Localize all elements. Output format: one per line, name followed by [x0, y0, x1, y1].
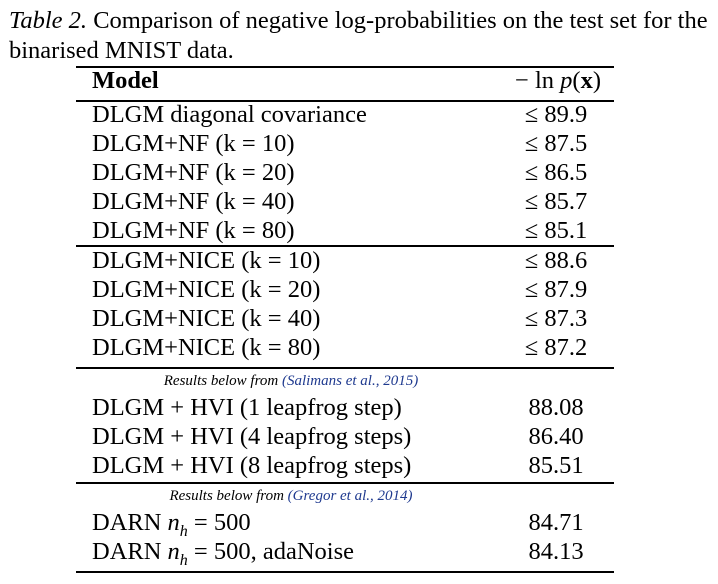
- row-model: DLGM+NF (k = 40): [92, 188, 295, 215]
- row-model: DLGM+NF (k = 80): [92, 217, 295, 244]
- math-subscript: h: [179, 551, 188, 569]
- row-model: DLGM+NICE (k = 10): [92, 247, 321, 274]
- table-row: DLGM+NICE (k = 40) ≤ 87.3: [92, 304, 602, 333]
- row-value: ≤ 85.1: [524, 217, 588, 244]
- math-subscript: h: [179, 522, 188, 540]
- row-value: 88.08: [528, 394, 584, 421]
- math-variable: n: [167, 538, 180, 565]
- table-row: DLGM+NF (k = 20) ≤ 86.5: [92, 158, 602, 187]
- table-row: DLGM + HVI (1 leapfrog step) 88.08: [92, 393, 602, 422]
- source-note: Results below from (Salimans et al., 201…: [76, 372, 506, 390]
- caption-label: Table 2.: [9, 7, 88, 34]
- row-model: DLGM + HVI (8 leapfrog steps): [92, 452, 412, 479]
- row-value: 84.13: [528, 538, 584, 565]
- header-metric: − ln p(x): [515, 67, 601, 94]
- group-rule: [76, 367, 614, 369]
- bottom-rule: [76, 571, 614, 573]
- table-header-row: Model − ln p(x): [92, 66, 602, 95]
- caption-text: Comparison of negative log-probabilities…: [9, 7, 708, 64]
- source-note-text: Results below from: [169, 488, 288, 504]
- citation-link[interactable]: (Salimans et al., 2015): [281, 373, 419, 389]
- model-prefix: DARN: [92, 509, 168, 536]
- model-suffix: = 500, adaNoise: [187, 538, 355, 565]
- row-value: 84.71: [528, 509, 584, 536]
- row-value: ≤ 89.9: [524, 101, 588, 128]
- header-model: Model: [92, 67, 159, 94]
- math-variable: n: [167, 509, 180, 536]
- row-model: DLGM+NICE (k = 80): [92, 334, 321, 361]
- row-model: DLGM+NICE (k = 20): [92, 276, 321, 303]
- group-rule: [76, 245, 614, 247]
- table-row: DLGM+NICE (k = 20) ≤ 87.9: [92, 275, 602, 304]
- row-model: DARN nh = 500: [92, 508, 251, 546]
- table-row: DARN nh = 500, adaNoise 84.13: [92, 537, 602, 569]
- citation-link[interactable]: (Gregor et al., 2014): [287, 488, 413, 504]
- row-value: 85.51: [528, 452, 584, 479]
- header-rule: [76, 100, 614, 102]
- table-row: DLGM diagonal covariance ≤ 89.9: [92, 100, 602, 129]
- table-row: DLGM+NICE (k = 10) ≤ 88.6: [92, 246, 602, 275]
- row-value: ≤ 85.7: [524, 188, 588, 215]
- source-note-text: Results below from: [163, 373, 282, 389]
- row-value: ≤ 86.5: [524, 159, 588, 186]
- row-model: DLGM + HVI (1 leapfrog step): [92, 394, 402, 421]
- table-row: DLGM+NF (k = 80) ≤ 85.1: [92, 216, 602, 245]
- row-value: ≤ 88.6: [524, 247, 588, 274]
- table-row: DLGM+NF (k = 40) ≤ 85.7: [92, 187, 602, 216]
- row-model: DARN nh = 500, adaNoise: [92, 537, 354, 575]
- table-row: DLGM + HVI (4 leapfrog steps) 86.40: [92, 422, 602, 451]
- row-model: DLGM diagonal covariance: [92, 101, 367, 128]
- top-rule: [76, 66, 614, 68]
- source-note: Results below from (Gregor et al., 2014): [76, 487, 506, 505]
- table-row: DLGM+NF (k = 10) ≤ 87.5: [92, 129, 602, 158]
- row-value: ≤ 87.5: [524, 130, 588, 157]
- row-value: ≤ 87.9: [524, 276, 588, 303]
- model-suffix: = 500: [187, 509, 251, 536]
- model-prefix: DARN: [92, 538, 168, 565]
- row-model: DLGM + HVI (4 leapfrog steps): [92, 423, 412, 450]
- row-model: DLGM+NF (k = 10): [92, 130, 295, 157]
- row-value: ≤ 87.2: [524, 334, 588, 361]
- row-value: 86.40: [528, 423, 584, 450]
- row-model: DLGM+NICE (k = 40): [92, 305, 321, 332]
- group-rule: [76, 482, 614, 484]
- table-row: DLGM+NICE (k = 80) ≤ 87.2: [92, 333, 602, 362]
- row-model: DLGM+NF (k = 20): [92, 159, 295, 186]
- table-row: DLGM + HVI (8 leapfrog steps) 85.51: [92, 451, 602, 480]
- row-value: ≤ 87.3: [524, 305, 588, 332]
- table-caption: Table 2. Comparison of negative log-prob…: [9, 6, 714, 66]
- table-row: DARN nh = 500 84.71: [92, 508, 602, 540]
